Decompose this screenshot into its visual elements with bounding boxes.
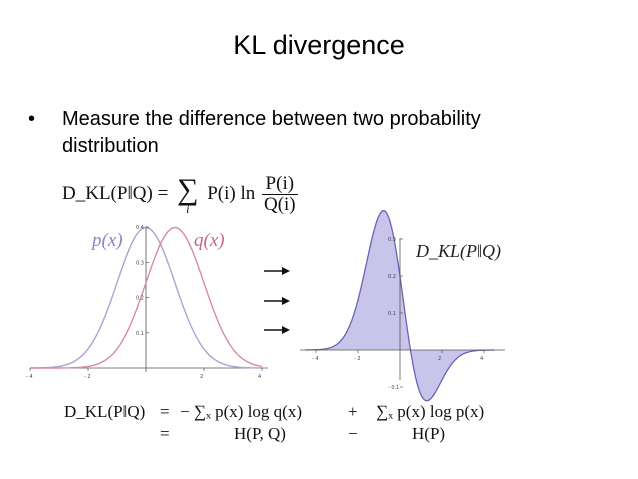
kl-definition-formula: D_KL(P‖Q) = ∑ i P(i) ln P(i) Q(i) bbox=[62, 174, 300, 215]
right-x-tick-label: 4 bbox=[480, 356, 483, 362]
bullet-symbol: • bbox=[28, 108, 36, 130]
right-y-tick-label: 0.1 bbox=[388, 311, 396, 317]
left-plot: 0.4 0.3 0.2 0.1 - 4 - 2 2 4 bbox=[26, 225, 268, 380]
formula-row1-lhs: D_KL(P‖Q) bbox=[64, 402, 146, 421]
left-x-tick-label: - 2 bbox=[84, 374, 91, 380]
sum-symbol: ∑ bbox=[177, 172, 199, 206]
q-curve bbox=[30, 226, 263, 369]
formula-term: P(i) ln bbox=[207, 182, 256, 204]
right-x-tick-label: - 4 bbox=[312, 356, 319, 362]
formula-row1-term2: ∑ₓ p(x) log p(x) bbox=[376, 402, 485, 421]
label-kl-plot: D_KL(P‖Q) bbox=[416, 241, 502, 261]
left-x-tick-label: 4 bbox=[258, 374, 261, 380]
formula-fraction: P(i) Q(i) bbox=[261, 174, 298, 215]
bullet-text-line2: distribution bbox=[62, 135, 159, 157]
arrows-group bbox=[264, 267, 290, 334]
left-y-tick-label: 0.3 bbox=[136, 260, 144, 266]
left-x-tick-label: 2 bbox=[200, 374, 203, 380]
right-x-tick-label: - 2 bbox=[354, 356, 361, 362]
sum-index: i bbox=[186, 201, 190, 216]
label-p-of-x: p(x) bbox=[92, 230, 123, 251]
formula-row2-op: − bbox=[348, 424, 358, 443]
formula-row1-op: + bbox=[348, 402, 358, 421]
summation: ∑ i bbox=[177, 172, 199, 216]
bullet-text-line1: Measure the difference between two proba… bbox=[62, 108, 481, 130]
formula-row1-eq: = bbox=[160, 402, 170, 421]
fraction-numerator: P(i) bbox=[261, 174, 298, 195]
formula-row2-term2: H(P) bbox=[412, 424, 446, 443]
slide-title: KL divergence bbox=[233, 30, 405, 60]
right-y-tick-label: - 0.1 bbox=[388, 385, 399, 391]
p-curve bbox=[29, 226, 263, 369]
arrow-head bbox=[282, 267, 290, 275]
left-y-tick-label: 0.2 bbox=[136, 296, 144, 302]
fraction-denominator: Q(i) bbox=[263, 194, 296, 215]
right-y-tick-label: 0.3 bbox=[388, 237, 396, 243]
formula-lhs: D_KL(P‖Q) = bbox=[62, 182, 169, 204]
left-x-tick-label: - 4 bbox=[26, 374, 33, 380]
right-x-tick-label: 2 bbox=[438, 356, 441, 362]
arrow-head bbox=[282, 297, 290, 305]
formula-row1-term1: − ∑ₓ p(x) log q(x) bbox=[180, 402, 303, 421]
label-q-of-x: q(x) bbox=[194, 230, 225, 251]
right-plot: 0.3 0.2 0.1 - 0.1 - 4 - 2 2 4 bbox=[300, 210, 505, 402]
formula-row2-eq: = bbox=[160, 424, 170, 443]
left-y-tick-label: 0.4 bbox=[136, 225, 144, 231]
arrow-head bbox=[282, 326, 290, 334]
left-y-tick-label: 0.1 bbox=[136, 331, 144, 337]
formula-row2-term1: H(P, Q) bbox=[234, 424, 286, 443]
right-y-tick-label: 0.2 bbox=[388, 274, 396, 280]
bullet-item: • Measure the difference between two prob… bbox=[28, 106, 481, 133]
